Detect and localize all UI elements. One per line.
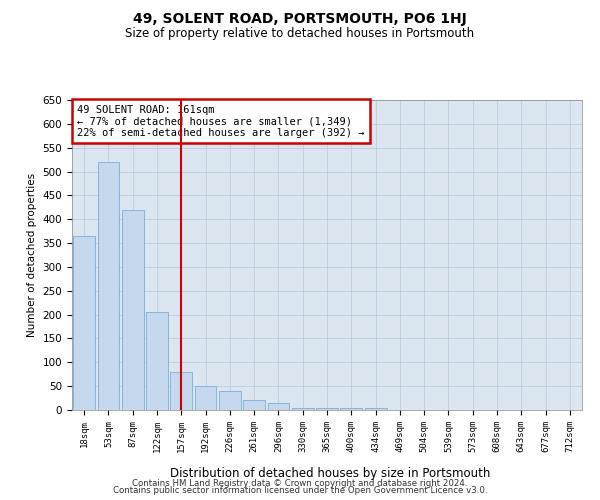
Text: 49, SOLENT ROAD, PORTSMOUTH, PO6 1HJ: 49, SOLENT ROAD, PORTSMOUTH, PO6 1HJ [133,12,467,26]
Text: Distribution of detached houses by size in Portsmouth: Distribution of detached houses by size … [170,467,490,480]
Bar [146,312,168,410]
Bar [219,391,241,410]
Bar [340,408,362,410]
Bar [194,386,217,410]
Bar [268,403,289,410]
Y-axis label: Number of detached properties: Number of detached properties [27,173,37,337]
Text: Contains public sector information licensed under the Open Government Licence v3: Contains public sector information licen… [113,486,487,495]
Bar [73,236,95,410]
Text: 49 SOLENT ROAD: 161sqm
← 77% of detached houses are smaller (1,349)
22% of semi-: 49 SOLENT ROAD: 161sqm ← 77% of detached… [77,104,365,138]
Text: Size of property relative to detached houses in Portsmouth: Size of property relative to detached ho… [125,28,475,40]
Bar [292,408,314,410]
Bar [97,162,119,410]
Bar [365,408,386,410]
Bar [170,372,192,410]
Bar [122,210,143,410]
Text: Contains HM Land Registry data © Crown copyright and database right 2024.: Contains HM Land Registry data © Crown c… [132,478,468,488]
Bar [243,400,265,410]
Bar [316,408,338,410]
